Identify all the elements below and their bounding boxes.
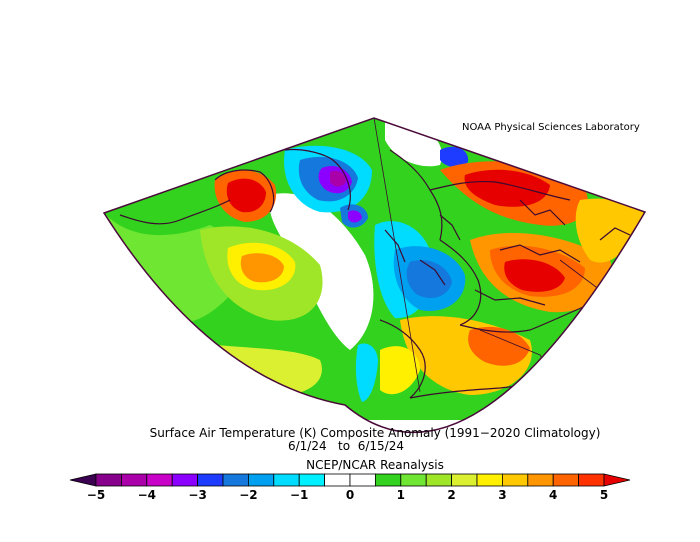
colorbar-bin [273,473,300,487]
colorbar-bin [527,473,554,487]
colorbar-tick-label: 2 [447,488,455,502]
colorbar-tick-label: −3 [188,488,206,502]
date-range: 6/1/24 to 6/15/24 [288,439,404,453]
colorbar-bin [171,473,198,487]
colorbar-tick-label: −2 [239,488,257,502]
colorbar-bin [425,473,453,487]
map-title: Surface Air Temperature (K) Composite An… [150,426,601,440]
colorbar-bin [197,473,224,487]
colorbar-bin [324,473,351,487]
colorbar-min-triangle [69,473,97,487]
colorbar-bin [298,473,326,487]
colorbar-bin [374,473,402,487]
colorbar-tick-label: −5 [87,488,105,502]
colorbar-bin [552,473,580,487]
map-boundary [102,117,647,434]
colorbar-bin [349,473,376,487]
coastlines [119,148,631,399]
colorbar-tick-label: 4 [549,488,557,502]
colorbar-bin [222,473,249,487]
anomaly-map [102,117,647,434]
colorbar-bin [95,473,122,487]
colorbar-tick-label: 0 [346,488,354,502]
colorbar-bin [146,473,173,487]
colorbar-tick-label: 1 [397,488,405,502]
colorbar: −5 −4 −3 −2 −1 0 1 2 3 4 5 [69,473,631,502]
colorbar-bin [121,473,148,487]
colorbar-tick-label: −4 [138,488,156,502]
colorbar-bin [501,473,529,487]
colorbar-tick-label: −1 [290,488,308,502]
colorbar-tick-label: 3 [498,488,506,502]
colorbar-bin [578,473,605,487]
colorbar-bin [400,473,427,487]
colorbar-bin [476,473,503,487]
colorbar-tick-label: 5 [600,488,608,502]
colorbar-bin [247,473,275,487]
lab-label: NOAA Physical Sciences Laboratory [462,122,640,133]
colorbar-bin [451,473,478,487]
colorbar-max-triangle [603,473,631,487]
data-source: NCEP/NCAR Reanalysis [306,458,444,472]
